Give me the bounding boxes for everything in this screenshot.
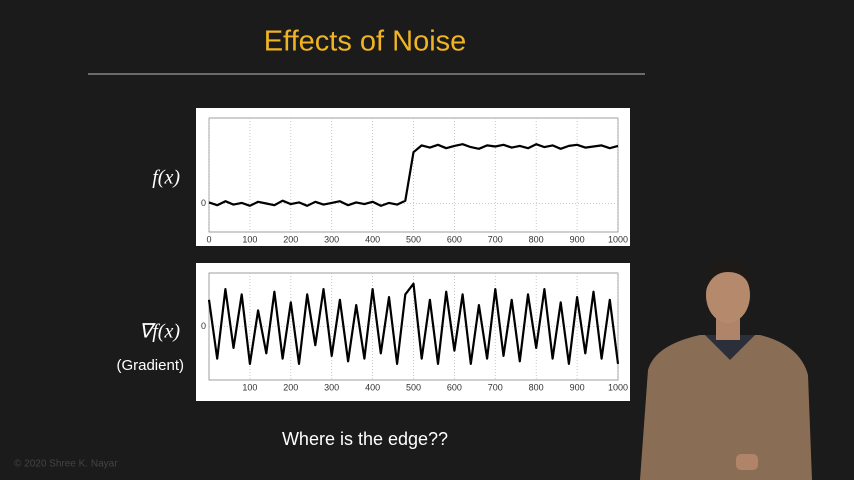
x-tick-label: 900	[570, 382, 585, 392]
plot-background	[196, 108, 630, 246]
x-tick-label: 300	[324, 234, 339, 244]
plot: 0 100 200 300 400 500 600 700 800 900 1000 0	[196, 108, 630, 246]
slide-title: Effects of Noise	[264, 26, 467, 58]
x-tick-label: 600	[447, 234, 462, 244]
x-tick-label: 600	[447, 382, 462, 392]
copyright: © 2020 Shree K. Nayar	[14, 459, 118, 470]
y-tick-label: 0	[201, 198, 206, 208]
x-tick-label: 400	[365, 382, 380, 392]
x-tick-label: 900	[570, 234, 585, 244]
caption: Where is the edge??	[282, 429, 448, 449]
presenter	[640, 262, 812, 480]
x-tick-label: 1000	[608, 382, 628, 392]
x-tick-label: 1000	[608, 234, 628, 244]
x-tick-label: 700	[488, 382, 503, 392]
x-tick-label: 200	[283, 234, 298, 244]
y-tick-label: 0	[201, 321, 206, 331]
x-tick-label: 500	[406, 382, 421, 392]
x-tick-label: 100	[242, 382, 257, 392]
gradient-note: (Gradient)	[116, 357, 184, 374]
signal-line	[207, 282, 620, 365]
x-tick-label: 0	[206, 234, 211, 244]
x-tick-label: 200	[283, 382, 298, 392]
plot: 100 200 300 400 500 600 700 800 900 1000 0	[196, 263, 630, 401]
x-tick-label: 100	[242, 234, 257, 244]
gradient-label: ∇f(x)	[139, 321, 180, 343]
x-tick-label: 800	[529, 234, 544, 244]
x-tick-label: 400	[365, 234, 380, 244]
signal-line	[208, 143, 619, 207]
x-tick-label: 300	[324, 382, 339, 392]
x-tick-label: 500	[406, 234, 421, 244]
x-tick-label: 700	[488, 234, 503, 244]
signal-label: f(x)	[152, 167, 180, 189]
x-tick-label: 800	[529, 382, 544, 392]
